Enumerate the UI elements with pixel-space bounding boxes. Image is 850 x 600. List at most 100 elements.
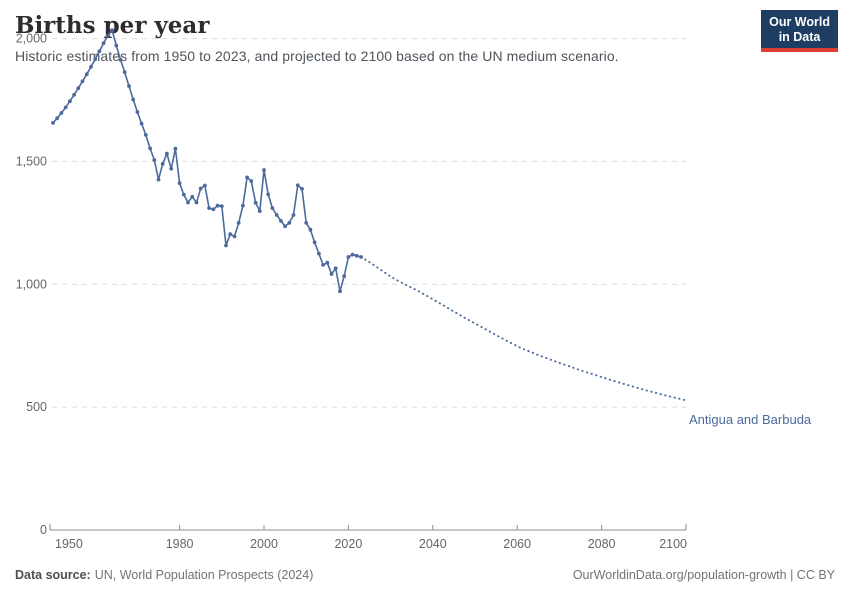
y-tick-label: 500 — [26, 400, 47, 414]
y-tick-label: 2,000 — [16, 32, 47, 46]
data-point-marker — [295, 183, 300, 188]
data-point-marker — [266, 192, 271, 197]
y-tick-label: 0 — [40, 523, 47, 537]
x-tick-label: 1950 — [55, 537, 83, 551]
x-tick-label: 2100 — [659, 537, 687, 551]
owid-logo-line2: in Data — [778, 30, 821, 44]
data-point-marker — [274, 213, 279, 217]
data-point-marker — [338, 289, 342, 294]
data-point-marker — [59, 111, 64, 115]
data-source-line: Data source: UN, World Population Prospec… — [15, 568, 313, 582]
data-point-marker — [165, 151, 169, 156]
data-point-marker — [160, 162, 165, 166]
data-point-marker — [169, 166, 174, 171]
chart-footer: Data source: UN, World Population Prospec… — [15, 568, 835, 582]
data-point-marker — [283, 224, 287, 229]
data-point-marker — [80, 79, 85, 84]
chart-subtitle: Historic estimates from 1950 to 2023, an… — [15, 48, 619, 64]
projection-line — [360, 256, 687, 402]
data-point-marker — [300, 187, 304, 191]
data-point-marker — [203, 183, 207, 188]
data-point-marker — [329, 272, 334, 276]
data-point-marker — [215, 203, 220, 208]
y-tick-label: 1,500 — [16, 154, 47, 168]
data-point-marker — [101, 41, 106, 46]
data-point-marker — [236, 221, 241, 225]
owid-logo[interactable]: Our World in Data — [761, 10, 838, 52]
data-point-marker — [333, 266, 338, 271]
data-point-marker — [72, 92, 76, 97]
data-point-marker — [68, 99, 72, 104]
data-point-marker — [143, 133, 148, 137]
data-point-marker — [76, 86, 81, 91]
data-point-marker — [93, 57, 98, 62]
data-point-marker — [224, 243, 228, 248]
data-point-marker — [350, 252, 355, 257]
data-point-marker — [190, 194, 195, 199]
page-title: Births per year — [15, 12, 210, 39]
data-point-marker — [51, 121, 55, 125]
data-point-marker — [228, 232, 233, 237]
data-point-marker — [245, 175, 250, 180]
data-point-marker — [186, 200, 190, 205]
data-point-marker — [342, 274, 347, 279]
data-point-marker — [110, 28, 114, 33]
data-point-marker — [135, 110, 140, 114]
data-point-marker — [270, 206, 275, 211]
data-point-marker — [127, 84, 131, 88]
data-point-marker — [181, 192, 186, 197]
data-point-marker — [177, 181, 182, 186]
x-tick-label: 1980 — [166, 537, 194, 551]
data-point-marker — [207, 206, 212, 211]
chart-header: Births per year Historic estimates from … — [15, 12, 755, 64]
data-source-label: Data source: — [15, 568, 91, 582]
data-point-marker — [139, 121, 144, 126]
x-tick-label: 2040 — [419, 537, 447, 551]
data-point-marker — [219, 204, 224, 209]
data-point-marker — [63, 105, 68, 110]
data-point-marker — [211, 207, 216, 212]
data-source-value: UN, World Population Prospects (2024) — [94, 568, 314, 582]
data-point-marker — [312, 240, 317, 245]
y-tick-label: 1,000 — [16, 277, 47, 291]
data-point-marker — [156, 177, 161, 182]
data-point-marker — [122, 70, 127, 75]
historic-line — [52, 29, 362, 292]
data-point-marker — [257, 209, 262, 214]
data-point-marker — [232, 234, 237, 239]
data-point-marker — [317, 251, 321, 256]
x-tick-label: 2020 — [334, 537, 362, 551]
data-point-marker — [279, 219, 283, 223]
data-point-marker — [114, 43, 119, 48]
owid-logo-line1: Our World — [769, 15, 830, 29]
data-point-marker — [287, 221, 292, 225]
data-point-marker — [321, 263, 325, 267]
grid-layer — [52, 38, 686, 408]
data-point-marker — [291, 213, 296, 217]
data-point-marker — [152, 158, 157, 162]
data-point-marker — [131, 97, 136, 102]
axis-layer: 0 500 1,000 1,500 2,000 1950 1980 2000 2020 2040 2… — [16, 32, 687, 551]
data-point-marker — [106, 33, 110, 38]
data-point-marker — [118, 57, 123, 62]
data-point-marker — [308, 227, 313, 232]
data-point-marker — [89, 64, 93, 69]
x-tick-label: 2080 — [588, 537, 616, 551]
data-point-marker — [84, 72, 89, 77]
data-point-marker — [354, 253, 359, 258]
data-point-marker — [304, 221, 309, 225]
data-point-marker — [253, 200, 258, 205]
x-tick-label: 2060 — [503, 537, 531, 551]
data-point-marker — [173, 146, 178, 151]
owid-url-license-link[interactable]: OurWorldinData.org/population-growth | C… — [572, 568, 835, 582]
data-point-marker — [325, 260, 330, 265]
data-point-marker — [148, 146, 153, 151]
data-point-marker — [241, 203, 245, 208]
entity-series-label[interactable]: Antigua and Barbuda — [689, 412, 812, 427]
data-point-marker — [55, 116, 60, 121]
data-point-marker — [97, 49, 102, 54]
data-point-marker — [346, 255, 351, 259]
data-point-marker — [198, 186, 203, 191]
data-point-marker — [249, 179, 254, 184]
